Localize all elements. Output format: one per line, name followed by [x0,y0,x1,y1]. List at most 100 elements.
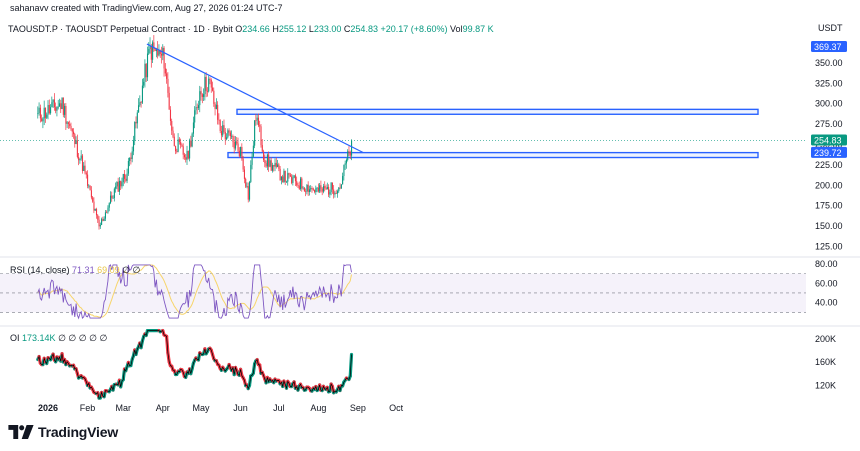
candle-body [311,188,313,189]
candle-body [70,125,72,129]
candle-body [113,188,115,199]
candle-body [112,198,114,199]
candle-body [69,123,71,126]
price-label-1: 254.83 [814,136,842,146]
candle-body [301,178,303,189]
candle-body [213,90,215,104]
candle-body [268,154,270,167]
candle-body [329,192,331,195]
candle-body [322,186,325,192]
candle-body [209,78,211,80]
candle-body [265,163,267,167]
candle-body [316,187,318,189]
candle-body [130,157,132,159]
candle-body [97,215,99,220]
candle-body [171,121,173,131]
candle-body [208,78,210,92]
candle-body [339,187,341,189]
candle-body [255,120,257,122]
close-label: C [343,24,351,34]
rsi-options-icon[interactable]: ∅ ∅ [122,265,141,275]
oi-title[interactable]: OI [10,333,20,343]
candle-body [76,140,78,157]
candle-body [64,105,66,115]
candle-body [289,174,291,177]
candle-body [144,63,146,82]
candle-body [260,126,262,146]
candle-body [51,102,53,108]
oi-options-icon[interactable]: ∅ ∅ ∅ ∅ ∅ [58,333,108,343]
candle-body [182,146,184,155]
candle-body [140,102,142,103]
candle-body [256,117,258,121]
candle-body [126,173,128,181]
candle-body [78,156,80,161]
time-axis-tick-5: Jun [233,403,248,413]
candle-body [252,145,254,157]
candle-body [344,163,346,165]
candle-body [157,49,159,56]
open-label: O [235,24,243,34]
price-axis-tick-2: 300.00 [815,99,843,109]
candle-body [118,180,121,192]
candle-body [139,102,141,106]
candle-body [136,112,138,124]
price-label-box-1 [811,134,847,146]
price-label-box-0 [811,41,847,53]
candle-body [74,134,76,145]
candle-body [67,122,70,124]
candle-body [229,132,231,137]
candle-body [124,173,126,179]
candle-body [201,94,203,97]
creator-credit: sahanavv created with TradingView.com, A… [10,3,283,13]
volume-value: 99.87 K [462,24,494,34]
candle-body [219,120,221,131]
symbol-title[interactable]: TAOUSDT.P · TAOUSDT Perpetual Contract ·… [8,24,233,34]
candle-body [343,164,345,177]
candle-body [172,130,174,137]
rsi-axis-tick-0: 80.00 [815,259,838,269]
main-legend: TAOUSDT.P · TAOUSDT Perpetual Contract ·… [8,24,494,34]
candle-body [41,118,43,122]
candle-body [232,135,234,142]
candle-body [71,128,73,132]
candle-body [241,146,243,159]
oi-value: 173.14K [22,333,56,343]
candle-body [52,99,54,103]
candle-body [273,165,275,167]
price-axis-tick-5: 225.00 [815,160,843,170]
candle-body [282,176,284,183]
candle-body [338,187,340,192]
oi-line [37,330,352,399]
support-zone [227,151,759,159]
candle-body [277,164,279,167]
candle-body [138,105,140,113]
candle-body [325,188,327,190]
brand[interactable]: TradingView [8,424,118,440]
candle-body [146,53,149,78]
candle-body [305,191,307,193]
tradingview-logo-icon [8,425,34,439]
oi-axis-tick-2: 120K [815,380,836,390]
candle-body [336,191,339,194]
candle-body [291,176,293,183]
candle-body [223,125,225,133]
candle-body [307,184,309,193]
candle-body [195,107,197,111]
candle-body [240,146,242,157]
currency-label: USDT [818,23,843,33]
price-label-box-2 [811,146,847,158]
candle-body [58,103,61,107]
candle-body [186,151,188,160]
candle-body [319,185,321,192]
candle-body [176,151,178,152]
candle-body [335,193,337,194]
candle-body [134,121,136,141]
rsi-title[interactable]: RSI (14, close) [10,265,70,275]
candle-body [302,187,304,189]
candle-body [349,152,351,156]
candle-body [190,140,192,147]
candle-body [152,42,154,60]
candle-body [164,68,166,74]
